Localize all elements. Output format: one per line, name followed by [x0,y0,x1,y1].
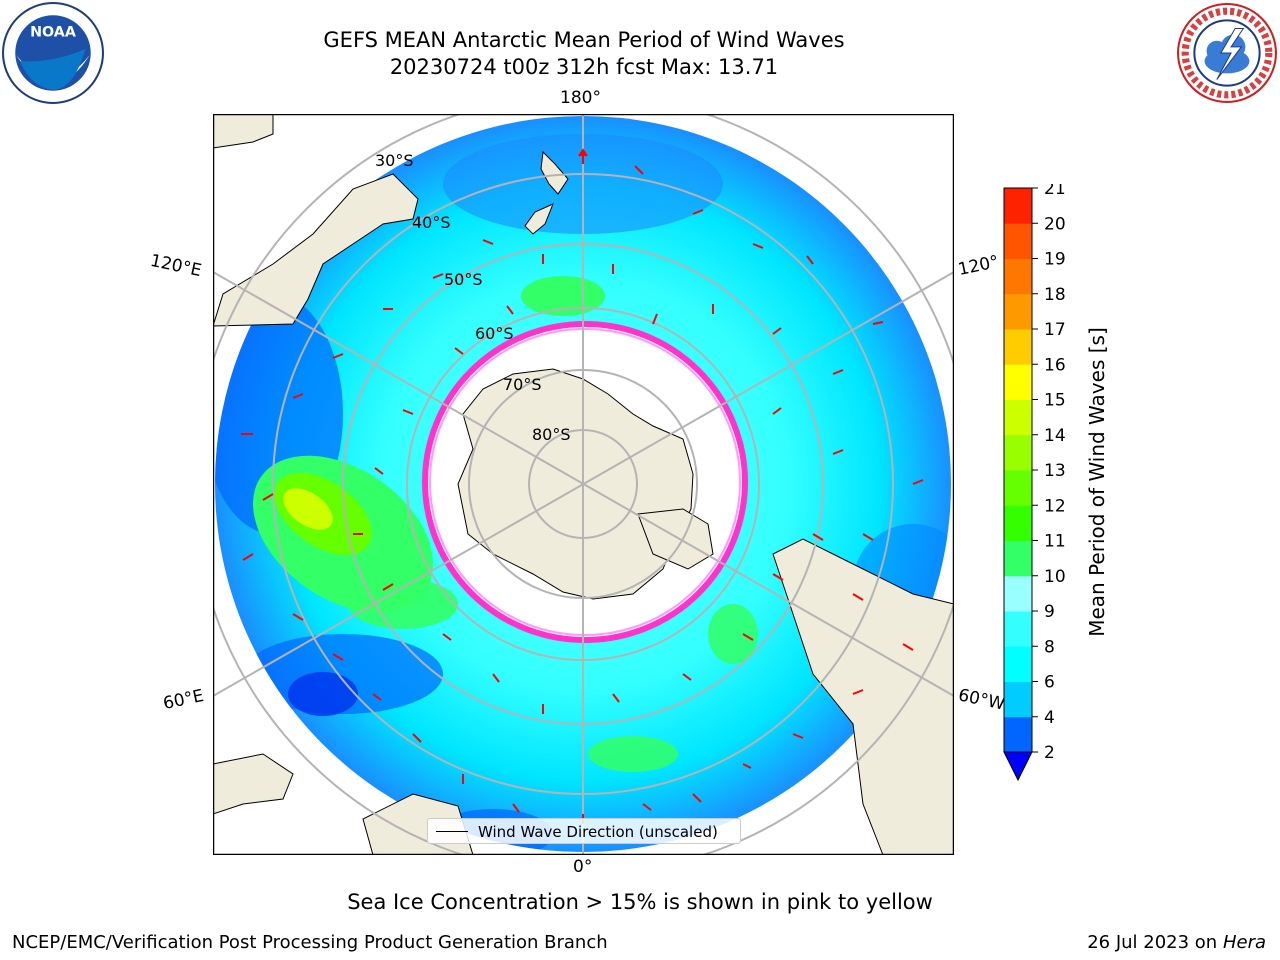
chart-subtitle: 20230724 t00z 312h fcst Max: 13.71 [389,55,779,79]
colorbar-tick-label: 11 [1044,532,1066,552]
legend-label: Wind Wave Direction (unscaled) [478,823,718,841]
colorbar-tick-label: 12 [1044,496,1066,516]
parallel-label-70s: 70°S [503,375,542,394]
colorbar-tick-label: 9 [1044,602,1055,622]
legend-line-swatch [436,831,468,832]
colorbar-tick-label: 17 [1044,320,1066,340]
parallel-label-30s: 30°S [375,151,414,170]
nws-logo [1177,3,1277,103]
polar-map: 30°S 40°S 50°S 60°S 70°S 80°S [213,114,954,855]
meridian-label-120w: 120° [956,251,1001,281]
chart-title: GEFS MEAN Antarctic Mean Period of Wind … [323,28,845,52]
colorbar-bin [1004,364,1032,400]
colorbar-bin [1004,716,1032,753]
footer-credit: NCEP/EMC/Verification Post Processing Pr… [12,932,608,953]
colorbar-tick-label: 6 [1044,673,1055,693]
colorbar-tick-label: 19 [1044,250,1066,270]
footer-host: Hera [1222,932,1266,953]
meridian-label-0: 0° [573,857,593,877]
colorbar-tick-label: 10 [1044,567,1066,587]
meridian-label-180: 180° [560,88,601,108]
noaa-logo: NOAA [2,2,104,104]
colorbar-tick-label: 18 [1044,285,1066,305]
colorbar-bin [1004,646,1032,682]
colorbar-bin [1004,575,1032,612]
colorbar: 2 4 6 8 9 10 11 12 13 14 15 16 17 18 19 20 21 [1003,184,1066,782]
colorbar-tick-label: 14 [1044,426,1066,446]
graticule [213,114,954,855]
colorbar-tick-label: 15 [1044,391,1066,411]
colorbar-bin [1004,329,1032,365]
colorbar-bin [1004,470,1032,506]
colorbar-bin [1004,434,1032,471]
colorbar-bin [1004,681,1032,718]
colorbar-tick-label: 20 [1044,214,1066,234]
footer-date-text: 26 Jul 2023 on [1087,932,1223,953]
colorbar-bin [1004,399,1032,436]
colorbar-bin [1004,505,1032,541]
colorbar-bin [1004,223,1032,259]
colorbar-tick-label: 16 [1044,355,1066,375]
map-legend: Wind Wave Direction (unscaled) [427,818,741,844]
parallel-label-60s: 60°S [475,324,514,343]
parallel-label-80s: 80°S [532,425,571,444]
colorbar-bin [1004,293,1032,330]
footer-date: 26 Jul 2023 on Hera [1087,932,1266,953]
meridian-label-60e: 60°E [161,685,206,715]
meridian-label-120e: 120°E [148,250,204,282]
colorbar-bin [1004,258,1032,295]
parallel-label-40s: 40°S [412,213,451,232]
colorbar-label: Mean Period of Wind Waves [s] [1085,327,1109,637]
parallel-label-50s: 50°S [444,270,483,289]
colorbar-tick-label: 4 [1044,708,1055,728]
colorbar-tick-label: 2 [1044,743,1055,763]
colorbar-extend-min [1003,751,1033,782]
colorbar-bin [1004,540,1032,577]
colorbar-tick-label: 13 [1044,461,1066,481]
svg-text:NOAA: NOAA [30,25,76,41]
colorbar-bin [1004,611,1032,647]
colorbar-tick-label: 8 [1044,637,1055,657]
colorbar-bin [1004,188,1032,224]
sea-ice-note: Sea Ice Concentration > 15% is shown in … [347,890,933,914]
colorbar-tick-label: 21 [1044,184,1066,199]
wave-direction-arrows [241,148,924,824]
